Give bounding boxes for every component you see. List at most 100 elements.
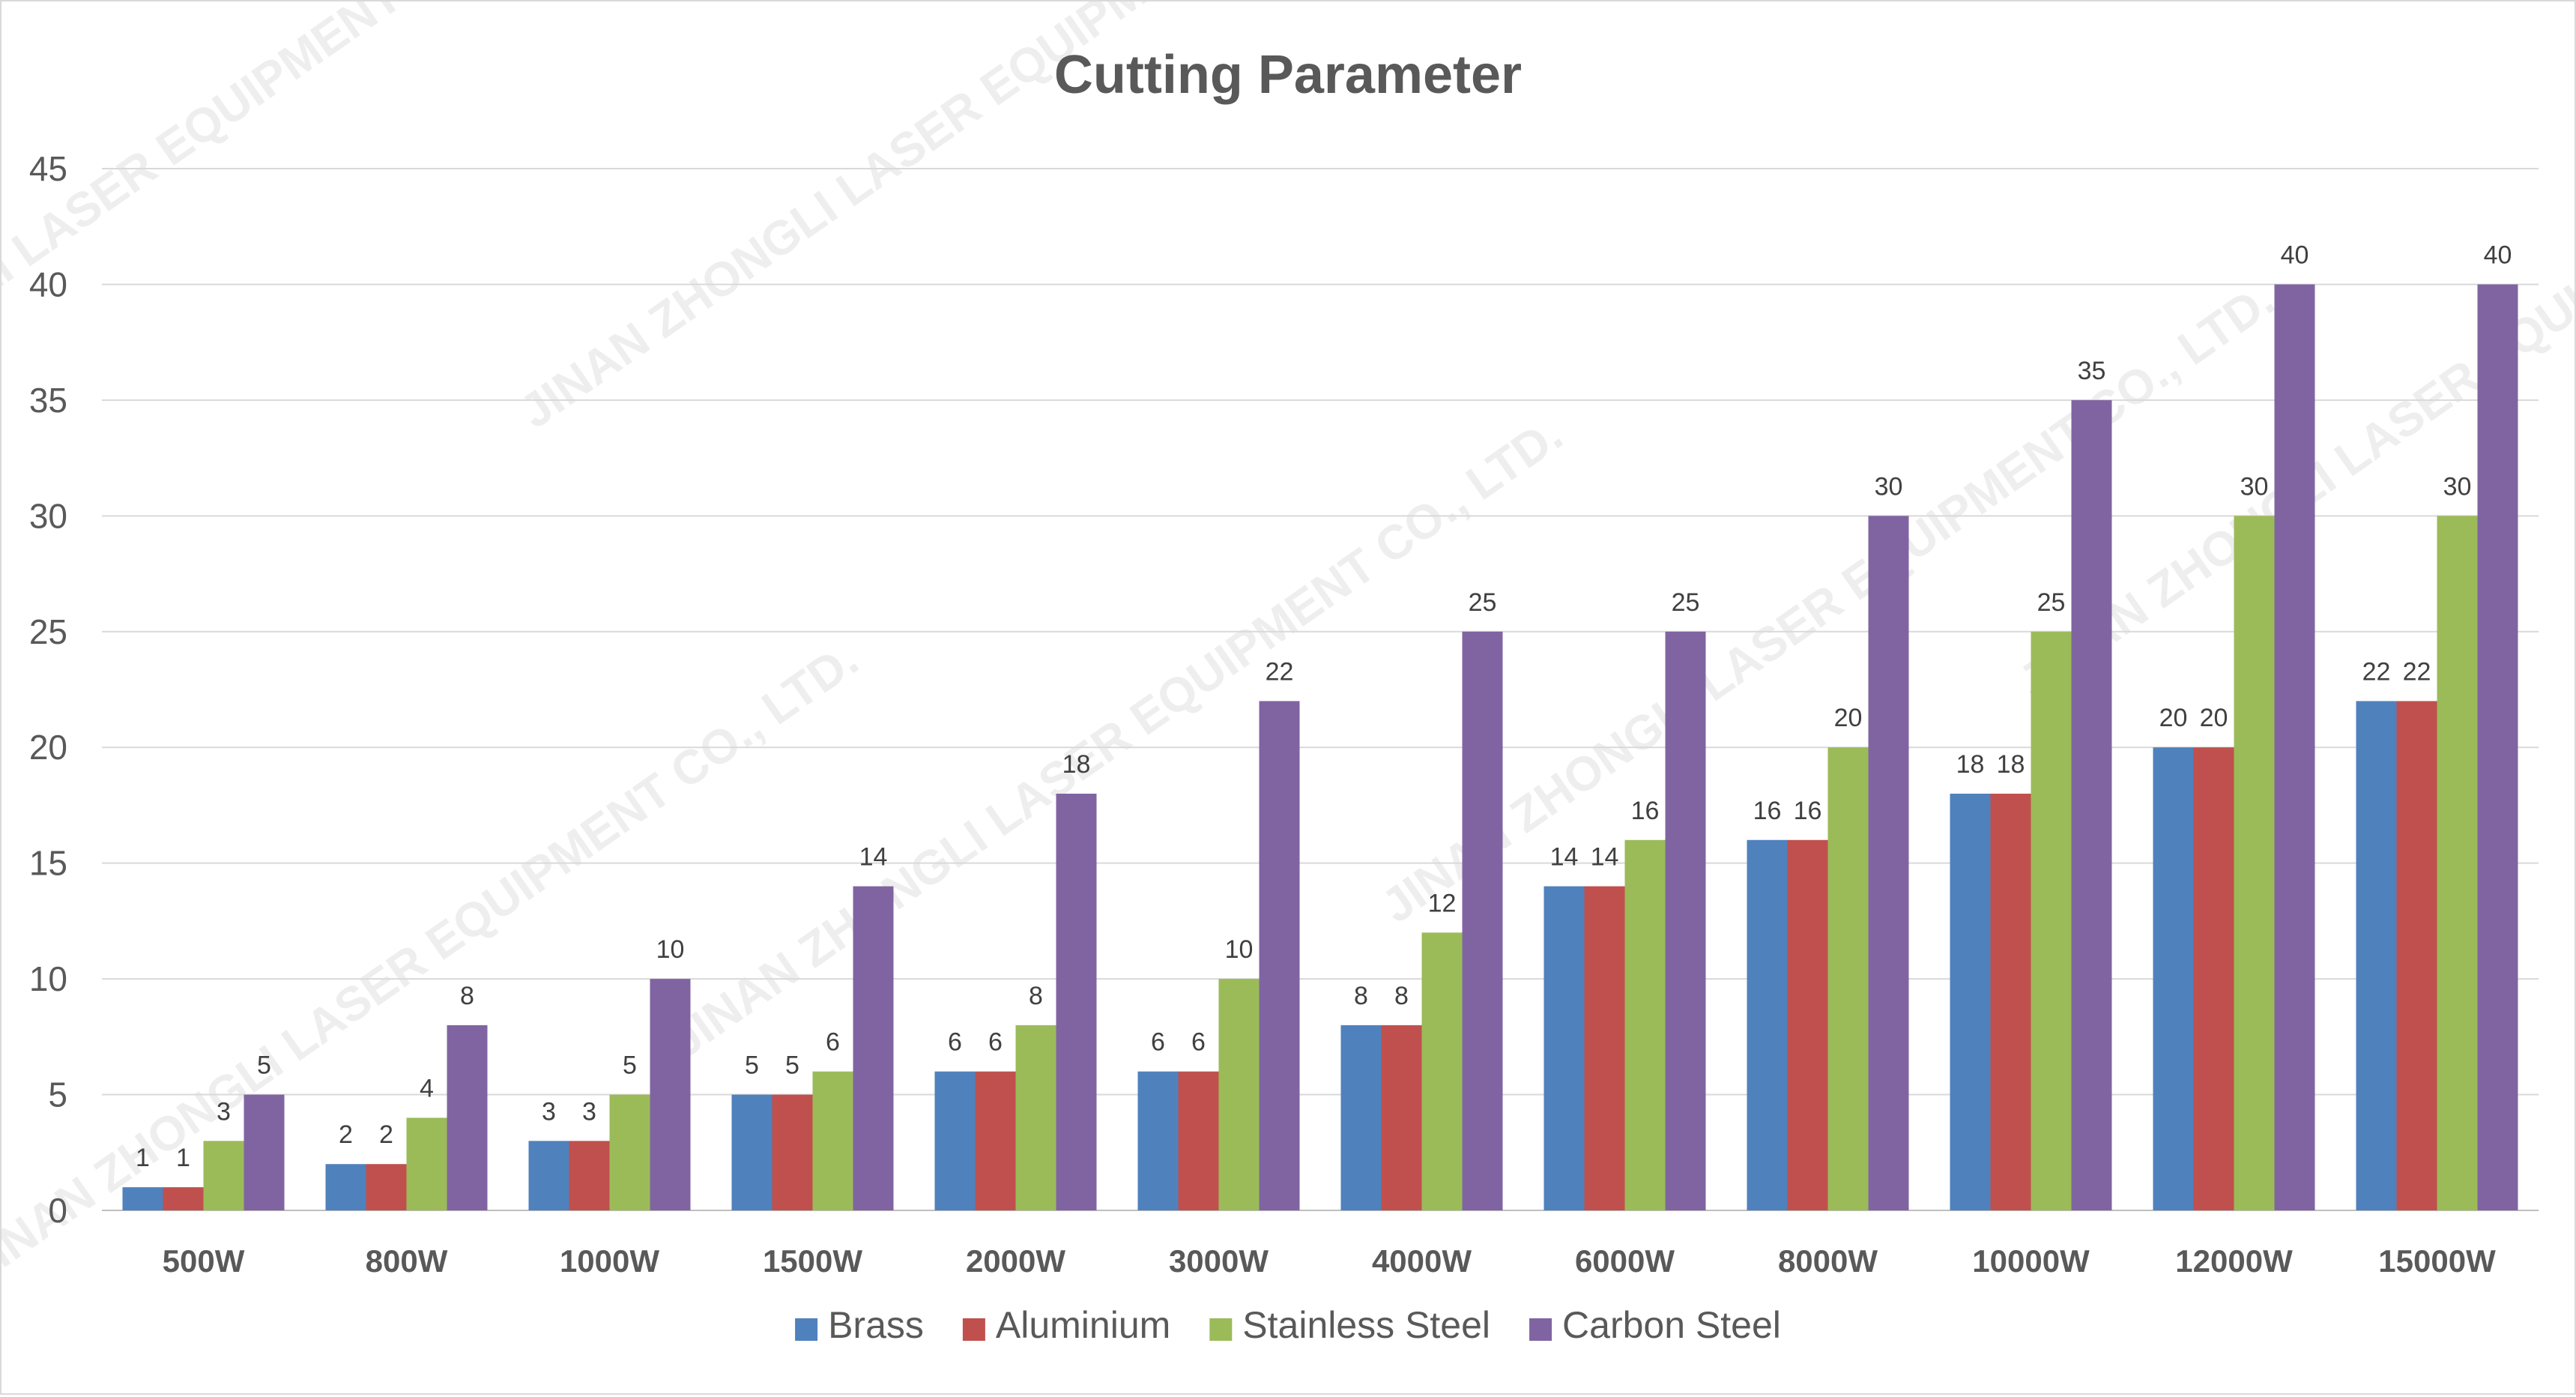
data-label: 6	[1191, 1028, 1206, 1057]
bar-carbon-steel	[853, 886, 894, 1210]
x-tick-label: 1500W	[763, 1243, 862, 1279]
data-label: 5	[623, 1051, 637, 1080]
bar-stainless-steel	[406, 1117, 447, 1210]
x-tick-label: 12000W	[2175, 1243, 2293, 1279]
data-label: 6	[826, 1028, 840, 1057]
bar-brass	[528, 1141, 569, 1210]
bar-stainless-steel	[1421, 932, 1463, 1210]
bar-stainless-steel	[609, 1094, 650, 1210]
data-label: 16	[1631, 797, 1660, 825]
bar-aluminium	[1381, 1025, 1422, 1210]
bar-carbon-steel	[2274, 284, 2315, 1210]
data-label: 5	[257, 1051, 271, 1080]
x-tick-label: 4000W	[1372, 1243, 1472, 1279]
bars	[122, 284, 2518, 1210]
bar-carbon-steel	[2071, 399, 2112, 1210]
data-label: 30	[1875, 472, 1903, 501]
bar-carbon-steel	[1259, 701, 1300, 1210]
x-tick-label: 2000W	[966, 1243, 1065, 1279]
bar-aluminium	[569, 1141, 610, 1210]
bar-aluminium	[772, 1094, 813, 1210]
data-label: 1	[176, 1144, 190, 1172]
bar-stainless-steel	[1015, 1025, 1056, 1210]
bar-stainless-steel	[2234, 516, 2275, 1210]
legend-swatch-aluminium	[962, 1318, 985, 1341]
data-label: 10	[656, 935, 685, 964]
y-tick-label: 40	[29, 265, 67, 304]
gridlines	[102, 168, 2539, 1211]
x-tick-label: 3000W	[1169, 1243, 1269, 1279]
legend-swatch-carbon-steel	[1529, 1318, 1552, 1341]
bar-carbon-steel	[244, 1094, 285, 1210]
x-tick-label: 6000W	[1575, 1243, 1675, 1279]
x-tick-label: 800W	[366, 1243, 448, 1279]
legend-label: Brass	[828, 1304, 924, 1346]
data-label: 2	[379, 1120, 393, 1149]
bar-brass	[1950, 794, 1991, 1210]
bar-aluminium	[975, 1071, 1016, 1210]
data-label: 5	[745, 1051, 759, 1080]
data-label: 8	[1029, 982, 1043, 1010]
data-label: 18	[1062, 750, 1091, 779]
chart-title: Cutting Parameter	[1054, 45, 1522, 105]
x-tick-label: 500W	[163, 1243, 245, 1279]
bar-carbon-steel	[1868, 516, 1909, 1210]
data-label: 25	[1469, 588, 1497, 617]
x-tick-label: 1000W	[560, 1243, 659, 1279]
y-tick-label: 15	[29, 844, 67, 883]
y-tick-label: 35	[29, 381, 67, 420]
data-label: 5	[785, 1051, 799, 1080]
data-label: 1	[136, 1144, 150, 1172]
data-label: 12	[1428, 889, 1457, 917]
bar-stainless-steel	[203, 1141, 244, 1210]
bar-brass	[122, 1187, 163, 1210]
bar-carbon-steel	[1462, 631, 1503, 1210]
y-tick-label: 45	[29, 149, 67, 188]
bar-aluminium	[163, 1187, 204, 1210]
data-label: 16	[1794, 797, 1822, 825]
bar-carbon-steel	[447, 1025, 488, 1210]
data-label: 4	[420, 1074, 434, 1102]
bar-brass	[1137, 1071, 1179, 1210]
bar-brass	[1544, 886, 1585, 1210]
data-label: 40	[2484, 241, 2512, 269]
bar-brass	[2356, 701, 2397, 1210]
data-label: 10	[1225, 935, 1254, 964]
legend-label: Aluminium	[996, 1304, 1170, 1346]
data-label: 20	[1834, 704, 1863, 732]
x-tick-label: 15000W	[2378, 1243, 2496, 1279]
data-label: 18	[1997, 750, 2025, 779]
data-label: 8	[1394, 982, 1409, 1010]
data-label: 35	[2078, 357, 2106, 385]
bar-aluminium	[1787, 839, 1828, 1210]
y-tick-label: 0	[48, 1191, 67, 1230]
data-label: 18	[1956, 750, 1985, 779]
data-label: 16	[1753, 797, 1782, 825]
bar-carbon-steel	[650, 979, 691, 1210]
data-label: 8	[1354, 982, 1368, 1010]
bar-brass	[325, 1164, 366, 1210]
legend-label: Stainless Steel	[1242, 1304, 1490, 1346]
bar-carbon-steel	[1665, 631, 1706, 1210]
data-label: 8	[460, 982, 474, 1010]
data-label: 22	[1266, 657, 1294, 686]
bar-brass	[1747, 839, 1788, 1210]
data-label: 25	[2037, 588, 2066, 617]
bar-brass	[1340, 1025, 1382, 1210]
data-label: 22	[2362, 657, 2391, 686]
data-label: 3	[542, 1097, 556, 1126]
data-label: 30	[2240, 472, 2269, 501]
bar-carbon-steel	[2477, 284, 2518, 1210]
bar-aluminium	[366, 1164, 407, 1210]
watermark-text: JINAN ZHONGLI LASER EQUIPMENT CO., LTD.	[1, 1, 598, 498]
x-tick-label: 10000W	[1972, 1243, 2090, 1279]
legend-label: Carbon Steel	[1562, 1304, 1781, 1346]
bar-carbon-steel	[1056, 794, 1097, 1210]
bar-stainless-steel	[1624, 839, 1666, 1210]
data-label: 40	[2281, 241, 2309, 269]
bar-stainless-steel	[2437, 516, 2478, 1210]
data-label: 6	[948, 1028, 962, 1057]
y-tick-label: 5	[48, 1075, 67, 1114]
